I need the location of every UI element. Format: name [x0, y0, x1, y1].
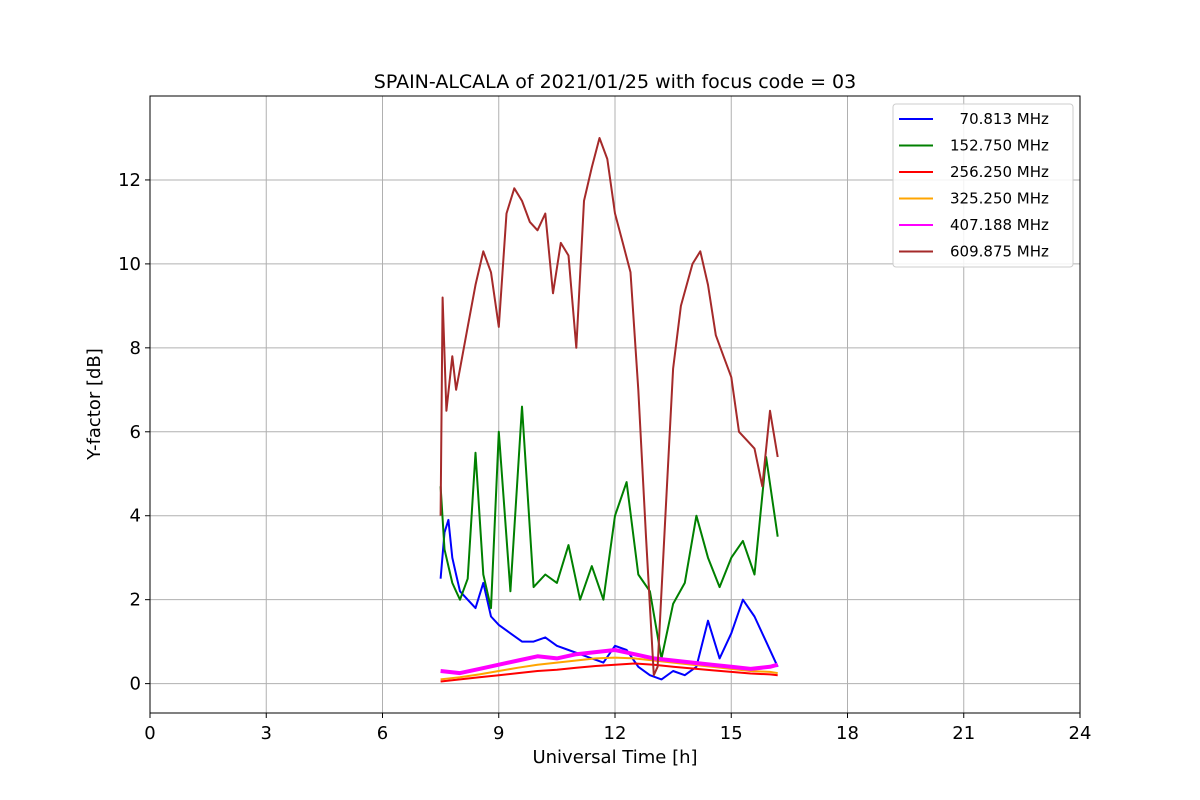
plot-series: [439, 137, 779, 683]
x-axis: 0 3 6 9 12 15 18 21 24: [144, 713, 1091, 744]
series-line-5: [439, 137, 779, 677]
x-tick-label: 0: [144, 723, 155, 744]
x-tick-label: 9: [493, 723, 504, 744]
y-tick-label: 0: [130, 674, 141, 695]
legend-entry: 152.750 MHz: [950, 137, 1049, 155]
y-tick-label: 8: [130, 338, 141, 359]
y-tick-label: 12: [118, 170, 141, 191]
y-tick-label: 10: [118, 254, 141, 275]
x-tick-label: 18: [836, 723, 859, 744]
x-tick-label: 15: [720, 723, 743, 744]
y-tick-label: 4: [130, 506, 141, 527]
x-tick-label: 12: [604, 723, 627, 744]
x-tick-label: 3: [261, 723, 272, 744]
series-line-1: [439, 405, 779, 660]
chart-title: SPAIN-ALCALA of 2021/01/25 with focus co…: [374, 71, 856, 93]
x-axis-label: Universal Time [h]: [532, 747, 697, 768]
y-axis: 0 2 4 6 8 10 12: [118, 170, 150, 695]
legend-entry: 70.813 MHz: [950, 110, 1049, 128]
x-tick-label: 21: [952, 723, 975, 744]
legend: 70.813 MHz 152.750 MHz 256.250 MHz 325.250 …: [892, 103, 1074, 268]
y-tick-label: 2: [130, 590, 141, 611]
legend-entry: 609.875 MHz: [950, 243, 1049, 261]
legend-entry: 325.250 MHz: [950, 190, 1049, 208]
y-axis-label: Y-factor [dB]: [84, 348, 105, 461]
y-tick-label: 6: [130, 422, 141, 443]
series-line-3: [440, 656, 778, 681]
legend-entry: 407.188 MHz: [950, 216, 1049, 234]
series-line-2: [440, 662, 778, 683]
legend-entry: 256.250 MHz: [950, 163, 1049, 181]
x-tick-label: 24: [1069, 723, 1092, 744]
legend-box: [892, 103, 1074, 268]
series-line-4: [440, 648, 779, 676]
x-tick-label: 6: [377, 723, 388, 744]
